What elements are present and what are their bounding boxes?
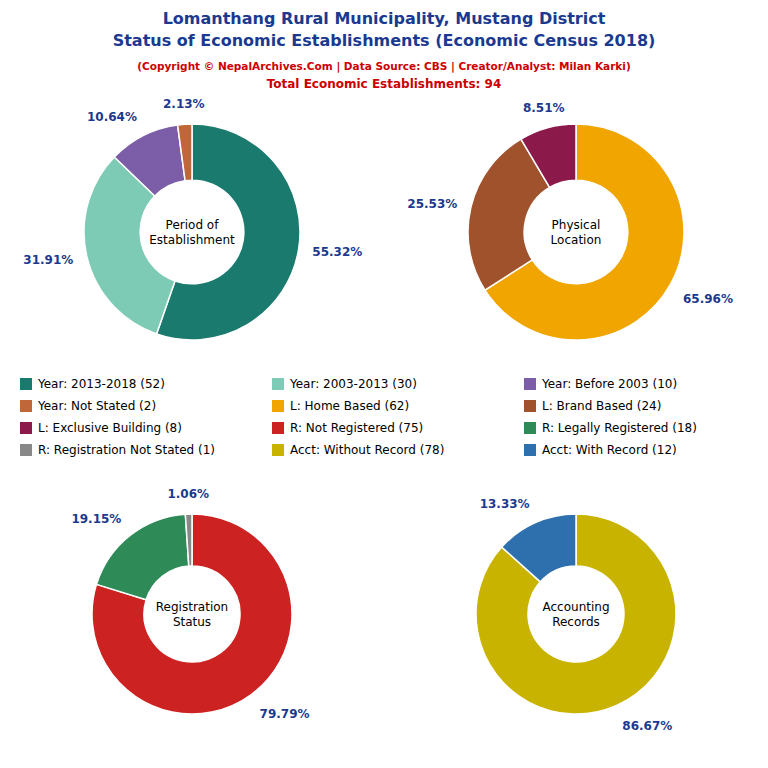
donut bbox=[476, 514, 676, 714]
slice bbox=[92, 514, 292, 714]
background bbox=[0, 0, 768, 768]
data-label: 86.67% bbox=[622, 719, 672, 733]
slice bbox=[185, 514, 192, 566]
center-label: Accounting bbox=[542, 600, 609, 614]
legend-swatch bbox=[524, 378, 536, 390]
data-label: 13.33% bbox=[480, 497, 530, 511]
legend-swatch bbox=[524, 400, 536, 412]
donut bbox=[468, 124, 684, 340]
data-label: 2.13% bbox=[163, 97, 205, 111]
legend-label: Year: Not Stated (2) bbox=[37, 399, 156, 413]
legend-swatch bbox=[20, 400, 32, 412]
slice bbox=[476, 514, 676, 714]
data-label: 25.53% bbox=[407, 197, 457, 211]
center-label: Physical bbox=[552, 218, 601, 232]
data-label: 8.51% bbox=[523, 101, 565, 115]
legend-label: R: Not Registered (75) bbox=[290, 421, 423, 435]
center-label: Location bbox=[551, 233, 602, 247]
legend-swatch bbox=[272, 422, 284, 434]
legend-swatch bbox=[272, 444, 284, 456]
subtitle: Total Economic Establishments: 94 bbox=[267, 77, 502, 91]
legend-swatch bbox=[524, 422, 536, 434]
chart: Lomanthang Rural Municipality, Mustang D… bbox=[0, 0, 768, 768]
legend-label: Acct: Without Record (78) bbox=[290, 443, 444, 457]
legend-label: Year: 2003-2013 (30) bbox=[289, 377, 417, 391]
legend-swatch bbox=[524, 444, 536, 456]
donut bbox=[92, 514, 292, 714]
subtitle: (Copyright © NepalArchives.Com | Data So… bbox=[137, 60, 630, 73]
data-label: 55.32% bbox=[312, 245, 362, 259]
legend: Year: 2013-2018 (52) Year: 2003-2013 (30)… bbox=[20, 377, 697, 457]
legend-swatch bbox=[20, 378, 32, 390]
legend-label: L: Home Based (62) bbox=[290, 399, 409, 413]
legend-label: L: Exclusive Building (8) bbox=[38, 421, 182, 435]
legend-label: L: Brand Based (24) bbox=[542, 399, 661, 413]
center-label: Period of bbox=[166, 218, 220, 232]
legend-swatch bbox=[20, 422, 32, 434]
legend-label: Year: Before 2003 (10) bbox=[541, 377, 677, 391]
center-label: Status bbox=[173, 615, 211, 629]
data-label: 19.15% bbox=[71, 512, 121, 526]
legend-label: R: Registration Not Stated (1) bbox=[38, 443, 215, 457]
legend-label: Acct: With Record (12) bbox=[542, 443, 677, 457]
legend-swatch bbox=[272, 400, 284, 412]
data-label: 65.96% bbox=[683, 292, 733, 306]
title: Lomanthang Rural Municipality, Mustang D… bbox=[163, 9, 606, 28]
slice bbox=[114, 125, 185, 196]
data-label: 10.64% bbox=[87, 110, 137, 124]
slice bbox=[502, 514, 576, 582]
title: Status of Economic Establishments (Econo… bbox=[113, 31, 656, 50]
legend-swatch bbox=[20, 444, 32, 456]
legend-label: R: Legally Registered (18) bbox=[542, 421, 697, 435]
center-label: Establishment bbox=[149, 233, 235, 247]
slice bbox=[178, 124, 192, 181]
data-label: 31.91% bbox=[23, 253, 73, 267]
legend-label: Year: 2013-2018 (52) bbox=[37, 377, 165, 391]
slice bbox=[521, 124, 576, 187]
data-label: 79.79% bbox=[260, 707, 310, 721]
donut bbox=[84, 124, 300, 340]
data-label: 1.06% bbox=[167, 487, 209, 501]
center-label: Records bbox=[552, 615, 600, 629]
slice bbox=[96, 514, 188, 600]
center-label: Registration bbox=[156, 600, 228, 614]
legend-swatch bbox=[272, 378, 284, 390]
